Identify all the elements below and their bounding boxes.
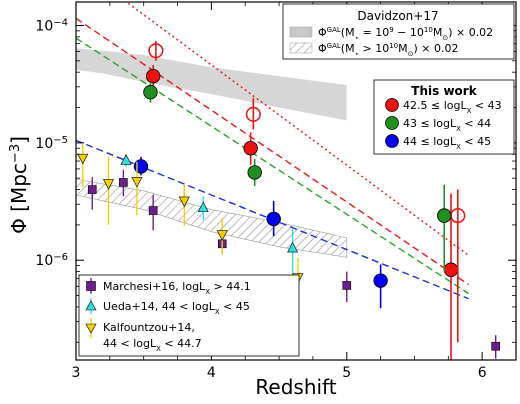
x-tick-label-2: 5 bbox=[342, 365, 351, 381]
legend-literature: Marchesi+16, logLX > 44.1 Ueda+14, 44 < … bbox=[78, 274, 300, 357]
fit-line-0 bbox=[125, 2, 470, 256]
series-6-point-0 bbox=[77, 143, 89, 188]
series-2-point-0 bbox=[143, 81, 158, 103]
y-tick-label-1: 10−5 bbox=[35, 134, 68, 152]
legend-marker-blue bbox=[385, 134, 399, 148]
series-1-point-1 bbox=[245, 98, 261, 130]
y-axis-title: Φ [Mpc−3] bbox=[7, 136, 31, 234]
galaxy-band-1 bbox=[76, 178, 348, 258]
series-3-point-2 bbox=[373, 264, 388, 309]
legend-kalfountzou-label: Kalfountzou+14, bbox=[103, 321, 195, 334]
x-tick-label-1: 4 bbox=[207, 365, 216, 381]
legend-band-high-mass-swatch bbox=[289, 42, 313, 54]
series-4-point-4 bbox=[342, 271, 352, 303]
legend-davidzon-title: Davidzon+17 bbox=[357, 9, 438, 23]
legend-marker-green bbox=[385, 116, 399, 130]
series-2-point-2 bbox=[437, 184, 452, 272]
series-6-point-4 bbox=[216, 217, 228, 255]
series-0-point-0 bbox=[145, 65, 161, 87]
galaxy-bands bbox=[76, 48, 348, 258]
legend-label-44-45: 44 ≤ logLX < 45 bbox=[403, 135, 491, 151]
legend-marchesi-marker bbox=[86, 281, 96, 291]
legend-kalfountzou-range: 44 < logLX < 44.7 bbox=[103, 337, 202, 353]
legend-band-low-mass-label: ΦGAL(M⋆ = 109 − 1010M⊙) × 0.02 bbox=[318, 26, 493, 42]
series-4-point-0 bbox=[87, 177, 97, 210]
plot-frame bbox=[75, 1, 517, 361]
series-6-point-2 bbox=[131, 161, 143, 216]
legend-kalfountzou-marker bbox=[85, 323, 97, 334]
y-tick-label-2: 10−4 bbox=[35, 17, 68, 35]
x-tick-label-3: 6 bbox=[478, 365, 487, 381]
legend-ueda-label: Ueda+14, 44 < logLX < 45 bbox=[103, 300, 250, 316]
fit-line-1 bbox=[76, 17, 470, 286]
series-5-point-1 bbox=[197, 196, 209, 221]
series-6-point-1 bbox=[102, 157, 114, 225]
series-4-point-1 bbox=[119, 169, 128, 197]
legend-label-425-43: 42.5 ≤ logLX < 43 bbox=[403, 99, 502, 115]
legend-this-work-title: This work bbox=[411, 84, 477, 98]
y-tick-label-0: 10−6 bbox=[35, 252, 68, 270]
series-6-point-3 bbox=[178, 184, 190, 227]
legend-marker-red bbox=[385, 98, 399, 112]
galaxy-band-0 bbox=[76, 48, 347, 121]
x-axis-title: Redshift bbox=[255, 375, 336, 399]
series-1-point-0 bbox=[148, 40, 164, 61]
series-4-point-5 bbox=[491, 335, 500, 359]
fit-line-2 bbox=[76, 37, 469, 295]
legend-ueda-marker bbox=[85, 300, 97, 311]
legend-label-43-44: 43 ≤ logLX < 44 bbox=[403, 117, 491, 133]
legend-band-low-mass-swatch bbox=[289, 26, 313, 38]
legend-marchesi-label: Marchesi+16, logLX > 44.1 bbox=[103, 280, 251, 296]
series-5-point-0 bbox=[120, 154, 132, 168]
axis-ticks: 3 4 5 6 10−6 10−5 10−4 bbox=[35, 2, 517, 381]
legend-davidzon: Davidzon+17 ΦGAL(M⋆ = 109 − 1010M⊙) × 0.… bbox=[282, 3, 515, 60]
series-4-point-2 bbox=[148, 194, 158, 231]
series-3-point-1 bbox=[266, 200, 281, 237]
legend-band-high-mass-label: ΦGAL(M⋆ > 1010M⊙) × 0.02 bbox=[318, 42, 459, 58]
series-2-point-1 bbox=[247, 158, 262, 186]
series-0-point-1 bbox=[243, 132, 258, 165]
legend-this-work: This work 42.5 ≤ logLX < 43 43 ≤ logLX <… bbox=[373, 79, 515, 155]
x-tick-label-0: 3 bbox=[72, 365, 81, 381]
